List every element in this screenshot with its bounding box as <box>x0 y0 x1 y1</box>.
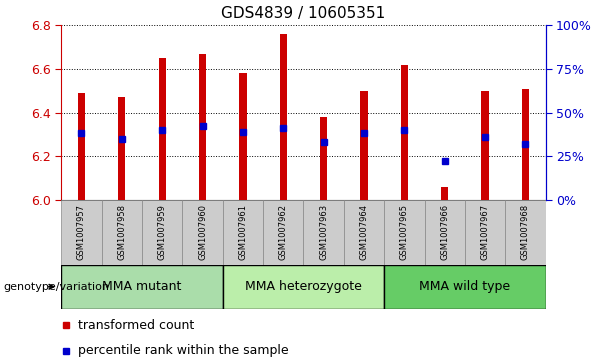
Text: GSM1007960: GSM1007960 <box>198 204 207 260</box>
Text: GSM1007958: GSM1007958 <box>117 204 126 260</box>
Bar <box>280 34 287 200</box>
Bar <box>78 93 85 200</box>
Bar <box>223 265 384 309</box>
Bar <box>522 89 529 200</box>
Text: GSM1007963: GSM1007963 <box>319 204 328 260</box>
Bar <box>183 200 223 265</box>
Text: GSM1007964: GSM1007964 <box>359 204 368 260</box>
Text: GSM1007965: GSM1007965 <box>400 204 409 260</box>
Text: MMA heterozygote: MMA heterozygote <box>245 280 362 293</box>
Bar <box>263 200 303 265</box>
Bar <box>61 265 223 309</box>
Bar <box>465 200 505 265</box>
Text: GSM1007966: GSM1007966 <box>440 204 449 260</box>
Text: transformed count: transformed count <box>78 319 194 332</box>
Text: GSM1007959: GSM1007959 <box>158 204 167 260</box>
Bar <box>384 200 425 265</box>
Text: GSM1007968: GSM1007968 <box>521 204 530 260</box>
Bar <box>61 200 102 265</box>
Bar <box>159 58 166 200</box>
Text: GSM1007957: GSM1007957 <box>77 204 86 260</box>
Text: percentile rank within the sample: percentile rank within the sample <box>78 344 289 358</box>
Bar <box>118 97 126 200</box>
Bar <box>320 117 327 200</box>
Bar <box>102 200 142 265</box>
Bar <box>303 200 344 265</box>
Bar <box>199 54 206 200</box>
Text: genotype/variation: genotype/variation <box>3 282 109 292</box>
Title: GDS4839 / 10605351: GDS4839 / 10605351 <box>221 7 386 21</box>
Text: GSM1007962: GSM1007962 <box>279 204 287 260</box>
Bar <box>142 200 183 265</box>
Bar <box>344 200 384 265</box>
Text: MMA wild type: MMA wild type <box>419 280 511 293</box>
Bar <box>384 265 546 309</box>
Bar <box>239 73 246 200</box>
Bar <box>424 200 465 265</box>
Bar <box>360 91 368 200</box>
Bar <box>505 200 546 265</box>
Text: GSM1007967: GSM1007967 <box>481 204 490 260</box>
Bar <box>401 65 408 200</box>
Bar <box>481 91 489 200</box>
Text: MMA mutant: MMA mutant <box>102 280 181 293</box>
Bar <box>223 200 263 265</box>
Bar <box>441 187 448 200</box>
Text: GSM1007961: GSM1007961 <box>238 204 248 260</box>
